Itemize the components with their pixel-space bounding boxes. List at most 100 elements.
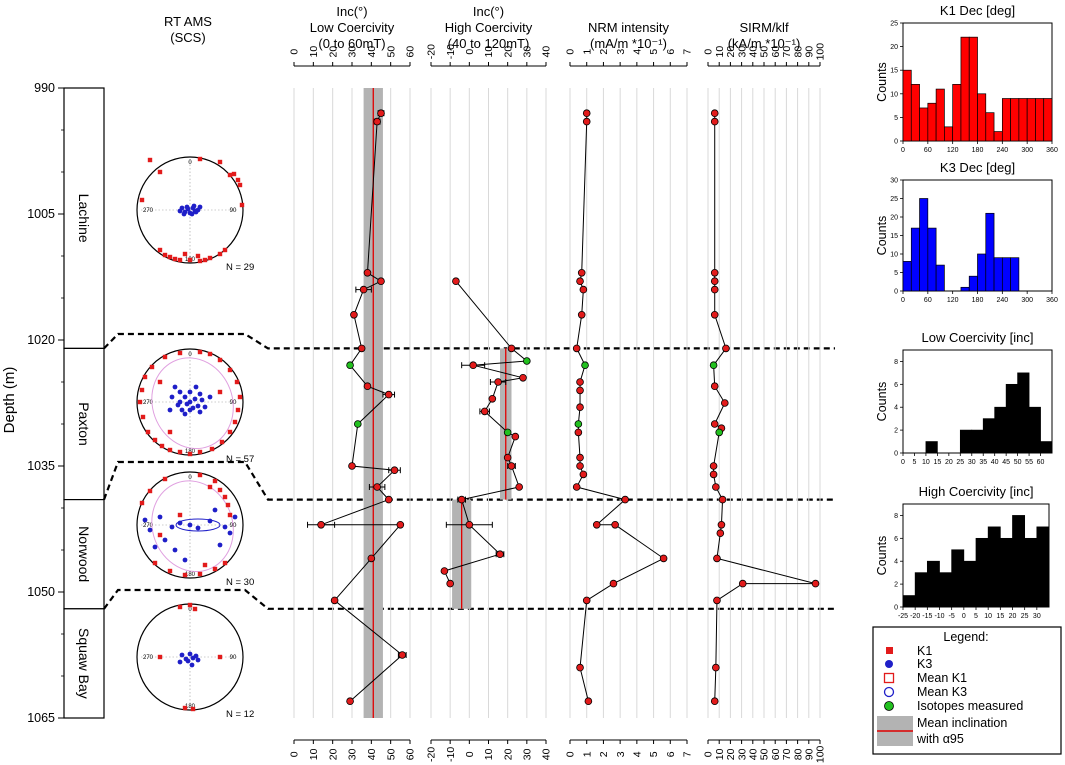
lithology-column: Lachine Paxton Norwood Squaw Bay bbox=[63, 87, 105, 719]
k3-point bbox=[177, 659, 183, 665]
k3-point bbox=[172, 384, 178, 390]
k1-point bbox=[157, 654, 163, 660]
axis-tick-label: 40 bbox=[747, 46, 759, 58]
k1-point bbox=[149, 364, 155, 370]
legend-mean-k1-label: Mean K1 bbox=[917, 671, 967, 685]
histogram-xtick-label: 55 bbox=[1025, 459, 1033, 466]
axis-tick-label: 0 bbox=[289, 751, 301, 757]
k3-point bbox=[189, 662, 195, 668]
data-point bbox=[722, 344, 730, 353]
depth-tick-label: 1005 bbox=[27, 207, 55, 221]
histogram-bar bbox=[935, 264, 945, 292]
k3-point bbox=[192, 396, 198, 402]
histogram-bar bbox=[1026, 98, 1036, 142]
data-point bbox=[576, 663, 584, 672]
k3-point bbox=[207, 518, 213, 524]
k1-point bbox=[162, 252, 168, 258]
histogram-bar bbox=[993, 257, 1003, 292]
k1-point bbox=[197, 571, 203, 577]
histogram-ytick-label: 0 bbox=[894, 289, 898, 296]
histogram-xtick-label: 35 bbox=[979, 459, 987, 466]
data-point bbox=[572, 344, 581, 353]
axis-tick-label: 30 bbox=[347, 46, 359, 58]
data-point bbox=[346, 697, 354, 705]
isotope-point bbox=[574, 420, 583, 428]
data-point bbox=[576, 277, 584, 286]
k1-point bbox=[217, 159, 223, 165]
k3-point bbox=[195, 525, 201, 531]
data-point bbox=[582, 117, 591, 126]
histogram-xtick-label: 120 bbox=[947, 297, 959, 304]
histogram-xtick-label: 0 bbox=[962, 613, 966, 620]
axis-tick-label: 2 bbox=[598, 49, 610, 55]
histogram-title: K1 Dec [deg] bbox=[940, 3, 1015, 18]
isotope-point bbox=[523, 357, 531, 365]
stereonet-left-label: 270 bbox=[143, 400, 154, 406]
k1-point bbox=[152, 560, 158, 566]
histogram-xtick-label: 180 bbox=[972, 297, 984, 304]
histogram-ylabel: Counts bbox=[875, 216, 889, 256]
data-point bbox=[609, 579, 618, 588]
histogram-xtick-label: 30 bbox=[968, 459, 976, 466]
legend-k1-label: K1 bbox=[917, 644, 932, 658]
data-point bbox=[480, 407, 489, 416]
data-point bbox=[716, 529, 725, 537]
k1-point bbox=[187, 602, 193, 608]
data-point bbox=[457, 495, 466, 504]
axis-tick-label: 3 bbox=[615, 751, 627, 757]
axis-tick-label: 50 bbox=[385, 46, 397, 58]
data-point bbox=[330, 596, 339, 605]
axis-tick-label: 0 bbox=[703, 49, 715, 55]
data-point bbox=[592, 520, 601, 529]
k1-point bbox=[222, 560, 228, 566]
k1-point bbox=[227, 429, 233, 435]
unit-label: Lachine bbox=[76, 194, 92, 243]
axis-tick-label: 40 bbox=[541, 46, 553, 58]
k3-point bbox=[207, 394, 213, 400]
k1-point bbox=[192, 606, 198, 612]
histogram-xtick-label: 30 bbox=[1033, 613, 1041, 620]
histogram-xtick-label: 240 bbox=[996, 147, 1008, 154]
k1-point bbox=[177, 257, 183, 263]
histogram-ytick-label: 15 bbox=[890, 233, 898, 240]
histogram-bar bbox=[925, 441, 938, 454]
k1-point bbox=[234, 379, 240, 385]
stereonet-bottom-label: 180 bbox=[185, 704, 196, 710]
stereonet-left-label: 270 bbox=[143, 208, 154, 214]
histogram-bar bbox=[910, 84, 920, 142]
data-point bbox=[576, 378, 584, 386]
k1-point bbox=[239, 202, 245, 208]
data-point bbox=[584, 697, 593, 705]
axis-tick-label: 20 bbox=[327, 46, 339, 58]
histogram-title: Low Coercivity [inc] bbox=[922, 330, 1034, 345]
histogram-xtick-label: 360 bbox=[1046, 297, 1058, 304]
k3-point bbox=[189, 211, 195, 217]
panel-title: Low Coercivity bbox=[310, 20, 395, 35]
data-point bbox=[712, 663, 720, 672]
histogram-ytick-label: 0 bbox=[894, 605, 898, 612]
k1-point bbox=[172, 256, 178, 262]
k3-point bbox=[199, 397, 205, 403]
k3-point bbox=[227, 530, 233, 536]
legend-band-label-2: with α95 bbox=[916, 732, 964, 746]
histogram-bar bbox=[975, 537, 989, 608]
axis-tick-label: 90 bbox=[803, 748, 815, 760]
k1-point bbox=[162, 354, 168, 360]
stereonet: 0 90 180 270 N = 12 bbox=[136, 602, 254, 720]
axis-tick-label: 10 bbox=[714, 748, 726, 760]
axis-tick-label: 40 bbox=[747, 748, 759, 760]
stereonet-left-label: 270 bbox=[143, 523, 154, 529]
histogram-ytick-label: 20 bbox=[890, 215, 898, 222]
histogram-xtick-label: 60 bbox=[924, 297, 932, 304]
stereonet-count: N = 12 bbox=[226, 709, 254, 720]
data-point bbox=[710, 310, 719, 319]
k1-point bbox=[217, 251, 223, 257]
histogram-bar bbox=[910, 227, 920, 292]
k3-point bbox=[182, 394, 188, 400]
k1-point bbox=[222, 494, 228, 500]
isotope-point bbox=[353, 420, 362, 428]
histogram-bar bbox=[982, 418, 996, 454]
stereonet-confidence-ellipse bbox=[151, 480, 234, 573]
data-point bbox=[579, 285, 588, 294]
